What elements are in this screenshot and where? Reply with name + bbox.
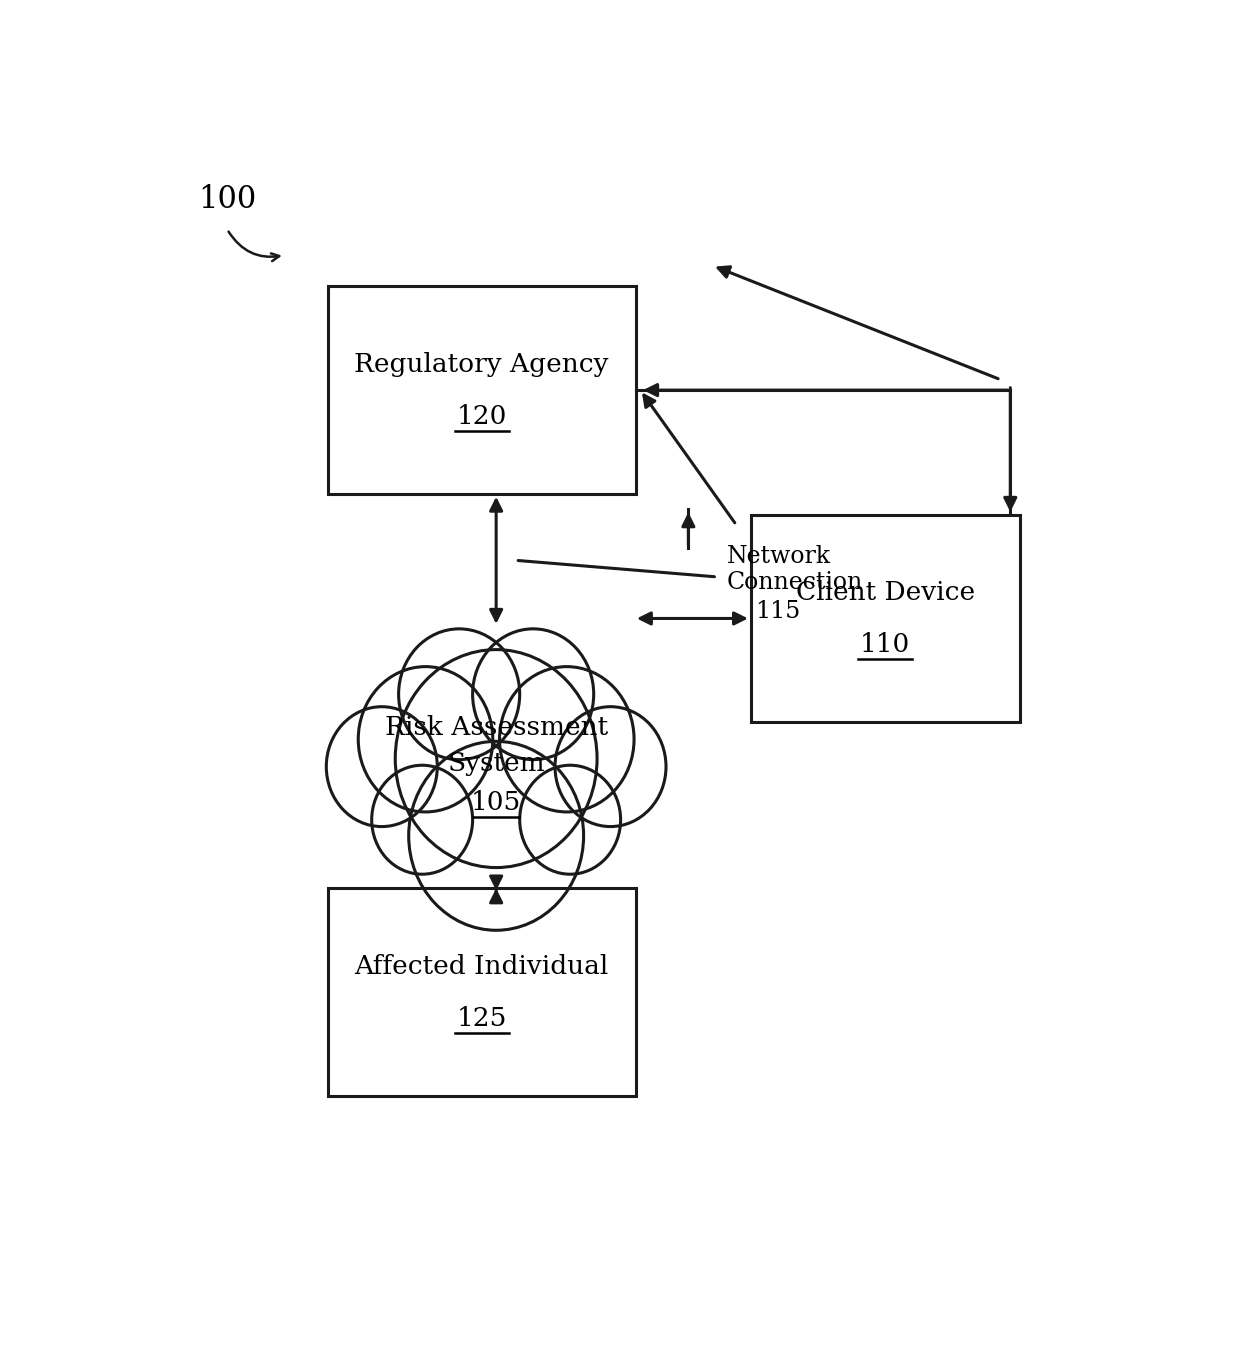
- Text: Affected Individual: Affected Individual: [355, 953, 609, 979]
- Circle shape: [520, 766, 620, 875]
- Circle shape: [358, 667, 492, 811]
- FancyBboxPatch shape: [327, 286, 635, 493]
- Circle shape: [500, 667, 634, 811]
- Text: Regulatory Agency: Regulatory Agency: [355, 352, 609, 376]
- Text: System: System: [448, 751, 544, 776]
- FancyArrowPatch shape: [228, 232, 279, 262]
- FancyBboxPatch shape: [327, 888, 635, 1096]
- Text: 125: 125: [456, 1006, 507, 1031]
- Circle shape: [326, 706, 438, 826]
- Circle shape: [472, 628, 594, 760]
- Circle shape: [398, 628, 520, 760]
- Text: Risk Assessment: Risk Assessment: [384, 714, 608, 740]
- Text: 110: 110: [861, 632, 910, 656]
- Text: Client Device: Client Device: [796, 580, 975, 605]
- Text: 100: 100: [198, 185, 257, 216]
- Text: 105: 105: [471, 790, 521, 814]
- Circle shape: [409, 741, 584, 930]
- FancyBboxPatch shape: [751, 515, 1019, 723]
- Text: Network: Network: [727, 545, 831, 568]
- Text: 115: 115: [755, 600, 801, 623]
- Text: Connection: Connection: [727, 570, 863, 593]
- Circle shape: [396, 650, 596, 868]
- Text: 120: 120: [456, 403, 507, 429]
- Circle shape: [556, 706, 666, 826]
- Circle shape: [372, 766, 472, 875]
